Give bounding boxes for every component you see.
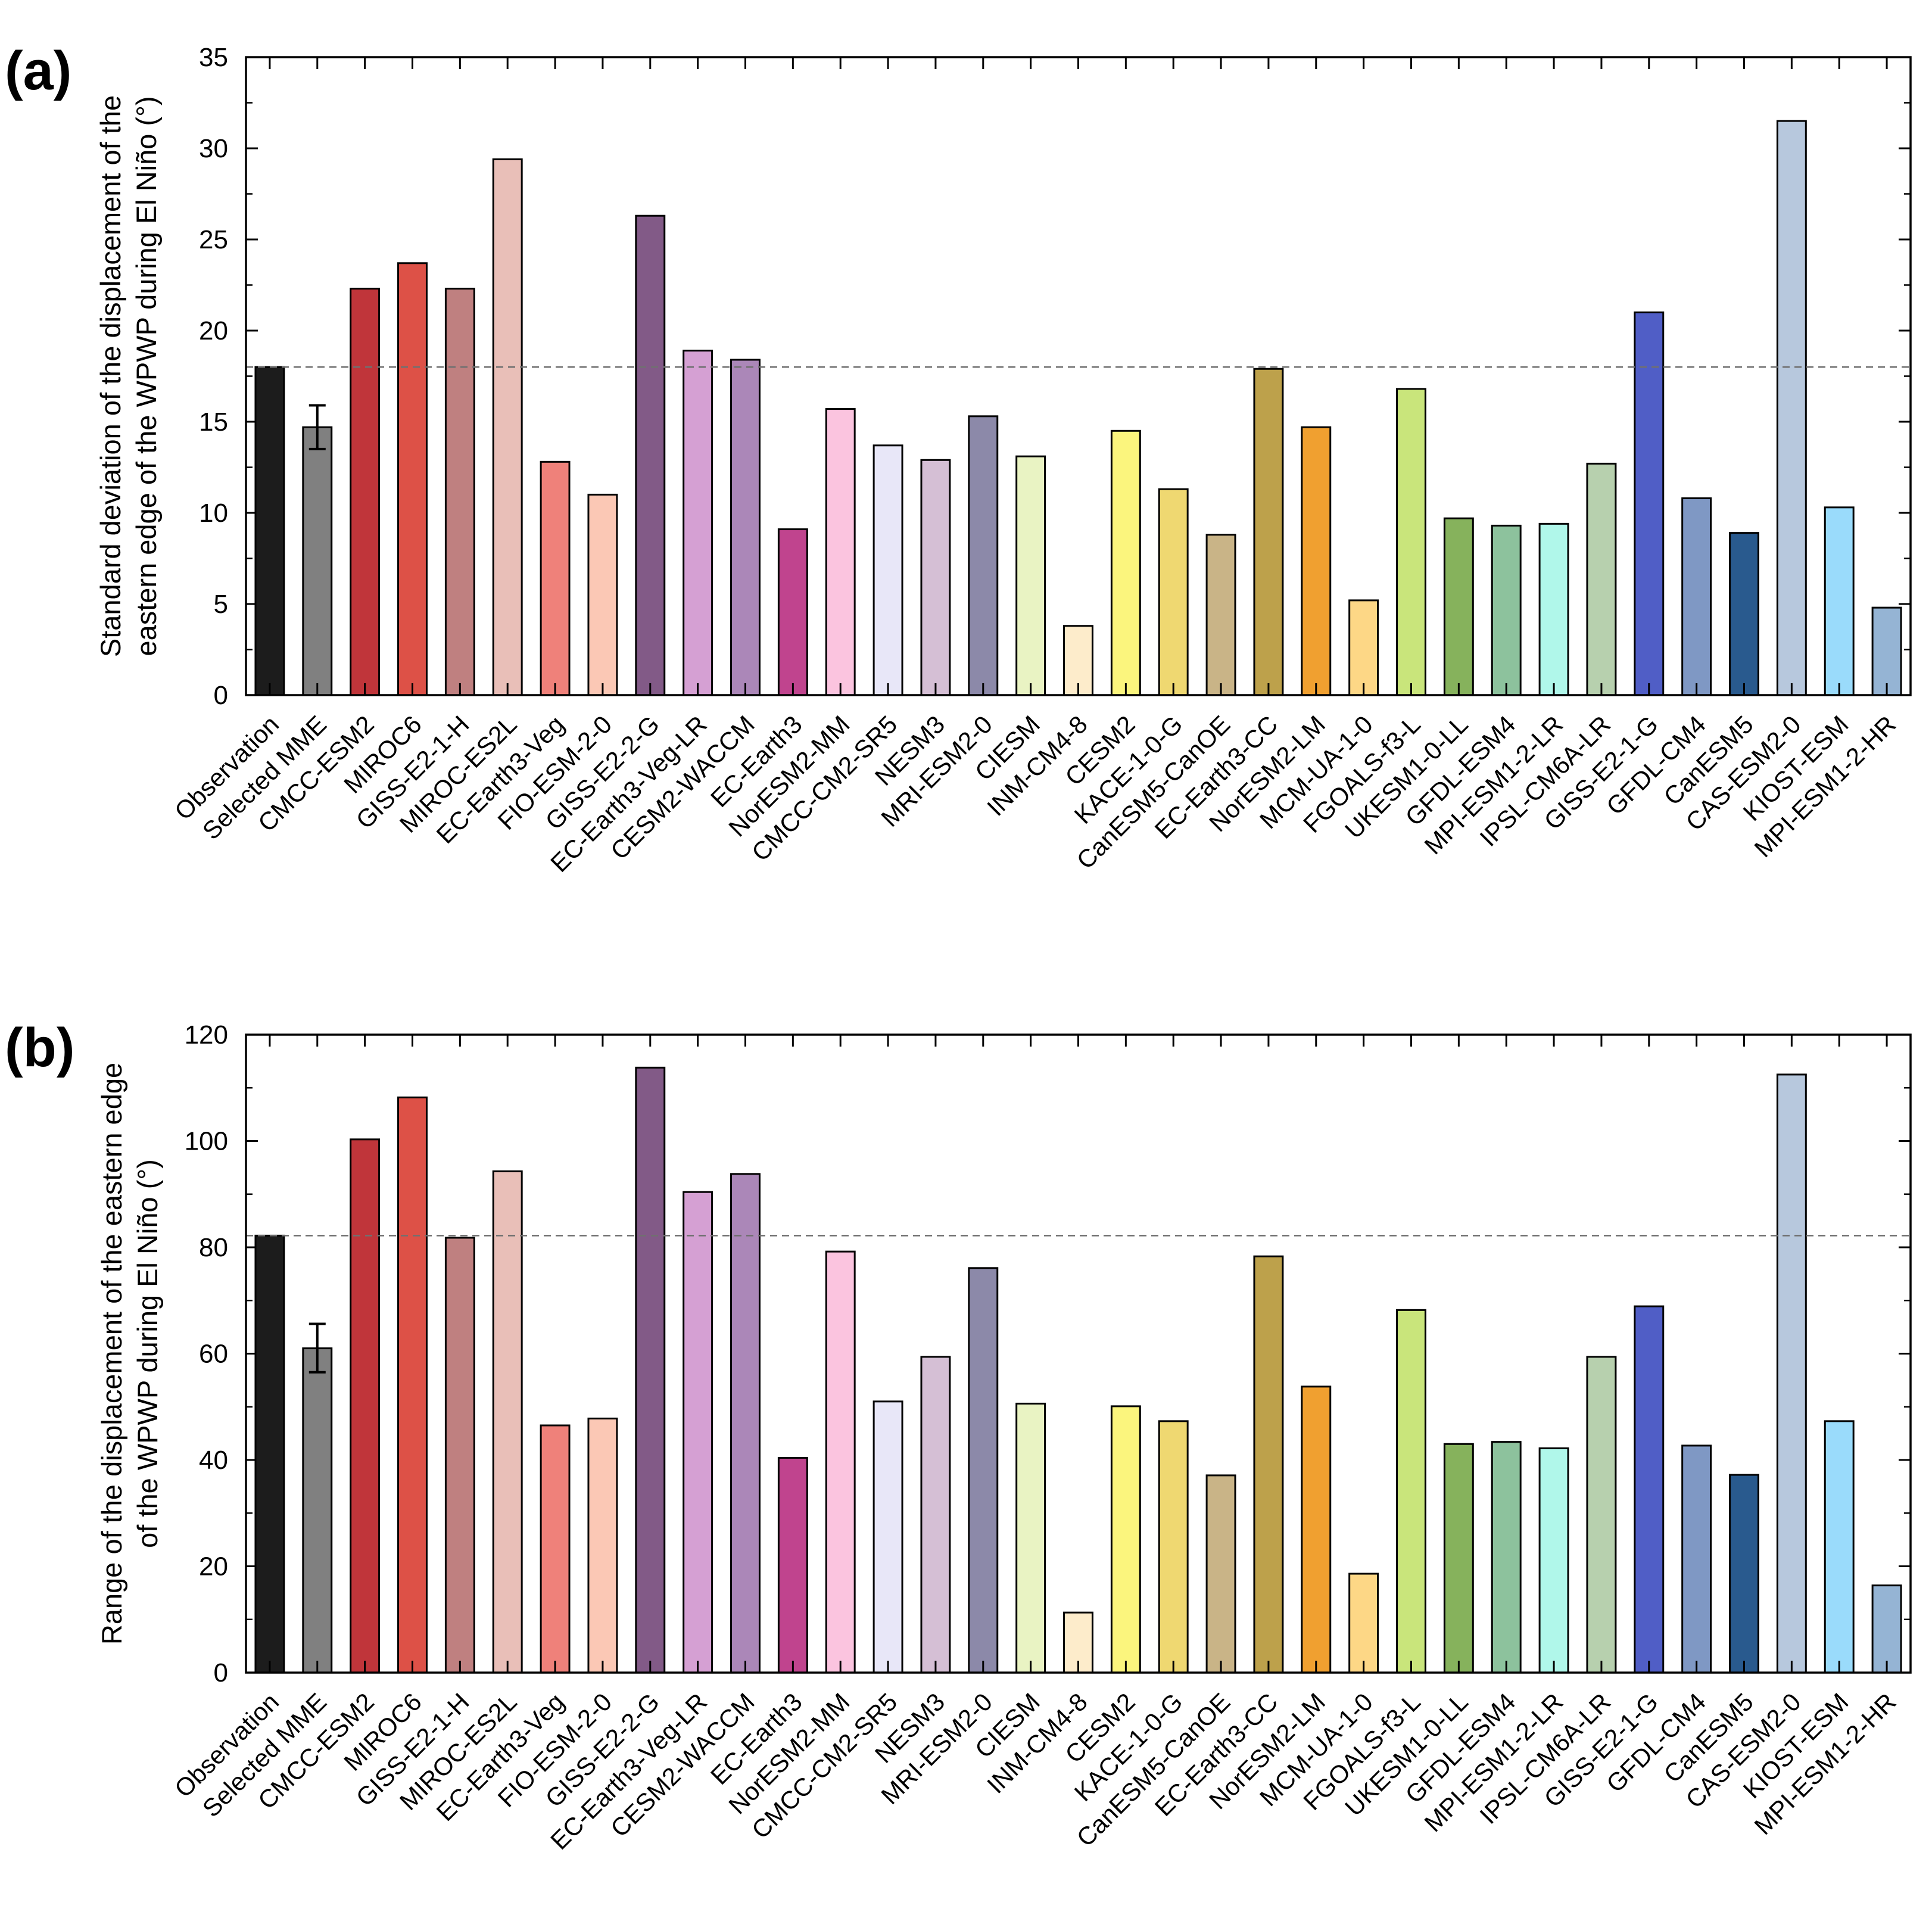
- bar-mpi-esm1-2-lr: [1538, 522, 1569, 696]
- y-tick-label: 100: [185, 1127, 228, 1156]
- y-tick-label: 0: [214, 681, 228, 710]
- bar-nesm3: [920, 1356, 951, 1674]
- bar-kiost-esm: [1824, 1420, 1855, 1674]
- bar-giss-e2-2-g: [635, 1066, 666, 1674]
- y-axis-title-line-2: of the WPWP during El Niño (°): [132, 1159, 163, 1548]
- y-tick-label: 20: [199, 316, 228, 345]
- bar-cmcc-esm2: [350, 1138, 381, 1674]
- bar-giss-e2-1-h: [444, 1237, 475, 1674]
- bar-cesm2: [1110, 429, 1141, 696]
- bar-gfdl-cm4: [1681, 497, 1712, 696]
- bar-cmcc-esm2: [350, 288, 381, 696]
- bar-ukesm1-0-ll: [1443, 517, 1474, 696]
- y-tick-label: 60: [199, 1340, 228, 1369]
- bar-giss-e2-1-g: [1634, 1305, 1665, 1674]
- bar-miroc6: [397, 262, 428, 696]
- bar-kace-1-0-g: [1158, 488, 1189, 696]
- bar-noresm2-lm: [1301, 1386, 1332, 1674]
- bar-gfdl-esm4: [1491, 1441, 1522, 1674]
- bar-noresm2-mm: [825, 1250, 856, 1674]
- bar-canesm5: [1729, 1474, 1759, 1674]
- bar-selected-mme: [302, 426, 333, 696]
- panel-label: (a): [5, 41, 71, 101]
- bar-noresm2-mm: [825, 408, 856, 696]
- bar-giss-e2-1-h: [444, 288, 475, 696]
- bar-fgoals-f3-l: [1396, 1309, 1426, 1674]
- bar-cesm2: [1110, 1405, 1141, 1674]
- bar-miroc-es2l: [492, 1170, 523, 1674]
- bar-ec-earth3-veg: [540, 1424, 571, 1674]
- bar-gfdl-esm4: [1491, 524, 1522, 696]
- y-tick-label: 15: [199, 407, 228, 437]
- bar-giss-e2-1-g: [1634, 311, 1665, 696]
- bar-canesm5: [1729, 532, 1759, 696]
- y-axis-title-line-1: Range of the displacement of the eastern…: [96, 1063, 127, 1645]
- bar-cmcc-cm2-sr5: [872, 444, 903, 696]
- bar-mcm-ua-1-0: [1348, 1573, 1379, 1674]
- y-tick-label: 20: [199, 1552, 228, 1581]
- bar-ec-earth3-veg-lr: [683, 1191, 713, 1674]
- panel-a: (a) Standard deviation of the displacemen…: [5, 41, 1912, 877]
- y-axis-title-line-2: eastern edge of the WPWP during El Niño …: [130, 96, 162, 656]
- bar-noresm2-lm: [1301, 426, 1332, 696]
- bar-ciesm: [1015, 455, 1046, 696]
- bar-ec-earth3: [777, 1456, 808, 1674]
- bar-mpi-esm1-2-hr: [1871, 1584, 1902, 1674]
- bar-kiost-esm: [1824, 506, 1855, 696]
- y-tick-label: 25: [199, 225, 228, 254]
- bar-gfdl-cm4: [1681, 1444, 1712, 1674]
- bar-canesm5-canoe: [1205, 534, 1236, 696]
- bar-fio-esm-2-0: [587, 493, 618, 696]
- bar-ec-earth3-veg-lr: [683, 350, 713, 696]
- y-tick-label: 40: [199, 1446, 228, 1475]
- y-axis-title-line-1: Standard deviation of the displacement o…: [95, 95, 126, 657]
- y-tick-label: 35: [199, 43, 228, 72]
- axes-frame: [245, 1033, 1912, 1674]
- bar-observation: [254, 1234, 285, 1674]
- bar-mri-esm2-0: [968, 1267, 999, 1674]
- bar-giss-e2-2-g: [635, 214, 666, 696]
- bar-ipsl-cm6a-lr: [1586, 1356, 1617, 1674]
- y-tick-label: 30: [199, 134, 228, 163]
- bar-ipsl-cm6a-lr: [1586, 462, 1617, 696]
- bar-mcm-ua-1-0: [1348, 599, 1379, 696]
- panel-label: (b): [5, 1017, 74, 1078]
- bar-mpi-esm1-2-hr: [1871, 606, 1902, 696]
- bar-cmcc-cm2-sr5: [872, 1400, 903, 1674]
- y-tick-label: 5: [214, 590, 228, 619]
- y-tick-label: 80: [199, 1233, 228, 1262]
- bar-observation: [254, 366, 285, 696]
- bar-selected-mme: [302, 1347, 333, 1674]
- bar-fgoals-f3-l: [1396, 388, 1426, 696]
- axes-frame: [245, 56, 1912, 696]
- panel-b: (b) Range of the displacement of the east…: [5, 1017, 1912, 1855]
- bar-ec-earth3-cc: [1253, 1255, 1284, 1674]
- bar-kace-1-0-g: [1158, 1420, 1189, 1674]
- y-tick-label: 0: [214, 1658, 228, 1688]
- bar-cas-esm2-0: [1776, 1073, 1807, 1674]
- bar-miroc-es2l: [492, 158, 523, 696]
- bar-mri-esm2-0: [968, 415, 999, 696]
- bar-cesm2-waccm: [730, 1173, 761, 1674]
- bar-ec-earth3-cc: [1253, 368, 1284, 696]
- bar-mpi-esm1-2-lr: [1538, 1447, 1569, 1674]
- bar-ec-earth3: [777, 528, 808, 696]
- y-tick-label: 10: [199, 499, 228, 528]
- bar-miroc6: [397, 1096, 428, 1674]
- bar-ec-earth3-veg: [540, 460, 571, 696]
- y-tick-label: 120: [185, 1020, 228, 1050]
- bar-fio-esm-2-0: [587, 1417, 618, 1674]
- bar-ukesm1-0-ll: [1443, 1443, 1474, 1674]
- bar-ciesm: [1015, 1402, 1046, 1674]
- bar-cas-esm2-0: [1776, 120, 1807, 696]
- bar-cesm2-waccm: [730, 359, 761, 696]
- bar-nesm3: [920, 459, 951, 696]
- bar-canesm5-canoe: [1205, 1474, 1236, 1674]
